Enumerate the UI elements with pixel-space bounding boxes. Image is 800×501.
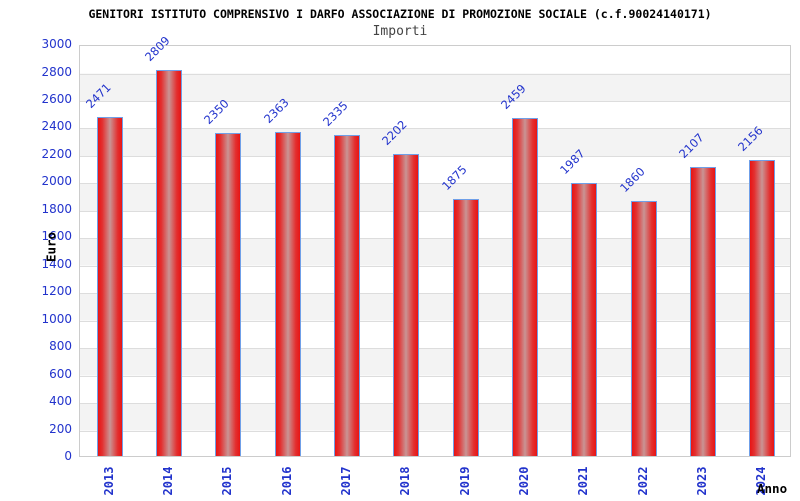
y-tick-label: 2400 bbox=[41, 119, 72, 134]
bar-2014 bbox=[156, 70, 182, 456]
x-axis-title: Anno bbox=[757, 481, 788, 496]
y-tick-label: 1400 bbox=[41, 256, 72, 271]
bar-2017 bbox=[334, 135, 360, 456]
x-tick-label-2014: 2014 bbox=[161, 466, 175, 496]
gridline bbox=[80, 155, 790, 157]
bar-2023 bbox=[690, 166, 716, 456]
x-tick-label-2021: 2021 bbox=[576, 466, 591, 496]
x-tick-label-2022: 2022 bbox=[635, 466, 650, 496]
bar-2015 bbox=[215, 133, 242, 456]
chart-title: GENITORI ISTITUTO COMPRENSIVO I DARFO AS… bbox=[88, 7, 712, 21]
y-tick-label: 3000 bbox=[41, 37, 72, 51]
bar-2013 bbox=[96, 116, 123, 456]
gridline bbox=[80, 348, 790, 350]
x-tick-label-2019: 2019 bbox=[457, 466, 472, 496]
y-tick-label: 1800 bbox=[41, 201, 72, 216]
bar-2021 bbox=[571, 183, 598, 456]
gridline bbox=[80, 403, 790, 405]
chart-subtitle: Importi bbox=[372, 24, 428, 39]
gridline bbox=[80, 238, 790, 240]
bar-2020 bbox=[512, 118, 538, 456]
gridline bbox=[80, 293, 790, 295]
y-tick-label: 800 bbox=[49, 339, 72, 354]
y-tick-label: 2800 bbox=[41, 64, 72, 79]
y-tick-label: 2200 bbox=[41, 146, 72, 161]
gridline bbox=[80, 183, 790, 185]
y-tick-label: 2000 bbox=[41, 174, 72, 189]
y-tick-label: 200 bbox=[49, 421, 72, 436]
y-tick-label: 1600 bbox=[41, 229, 72, 244]
x-tick-label-2013: 2013 bbox=[101, 466, 116, 496]
gridline bbox=[80, 100, 790, 102]
y-tick-label: 1000 bbox=[41, 311, 72, 326]
x-tick-label-2017: 2017 bbox=[339, 466, 353, 496]
bar-2016 bbox=[274, 131, 301, 456]
bar-2024 bbox=[749, 159, 776, 456]
plot-area bbox=[79, 45, 791, 457]
gridline bbox=[80, 73, 790, 75]
bar-2018 bbox=[393, 153, 420, 456]
x-tick-label-2023: 2023 bbox=[695, 466, 709, 496]
gridline bbox=[80, 210, 790, 212]
x-tick-label-2020: 2020 bbox=[517, 466, 531, 496]
y-tick-label: 0 bbox=[64, 449, 72, 463]
y-tick-label: 400 bbox=[49, 394, 72, 409]
bar-2019 bbox=[452, 198, 479, 456]
gridline bbox=[80, 128, 790, 130]
x-tick-label-2018: 2018 bbox=[398, 466, 413, 496]
y-tick-label: 1200 bbox=[41, 284, 72, 299]
x-tick-label-2015: 2015 bbox=[220, 466, 235, 496]
x-tick-label-2016: 2016 bbox=[279, 466, 294, 496]
bar-2022 bbox=[630, 200, 657, 456]
gridline bbox=[80, 430, 790, 432]
gridline bbox=[80, 320, 790, 322]
y-tick-label: 600 bbox=[49, 366, 72, 381]
y-tick-label: 2600 bbox=[41, 91, 72, 106]
gridline bbox=[80, 265, 790, 267]
gridline bbox=[80, 375, 790, 377]
